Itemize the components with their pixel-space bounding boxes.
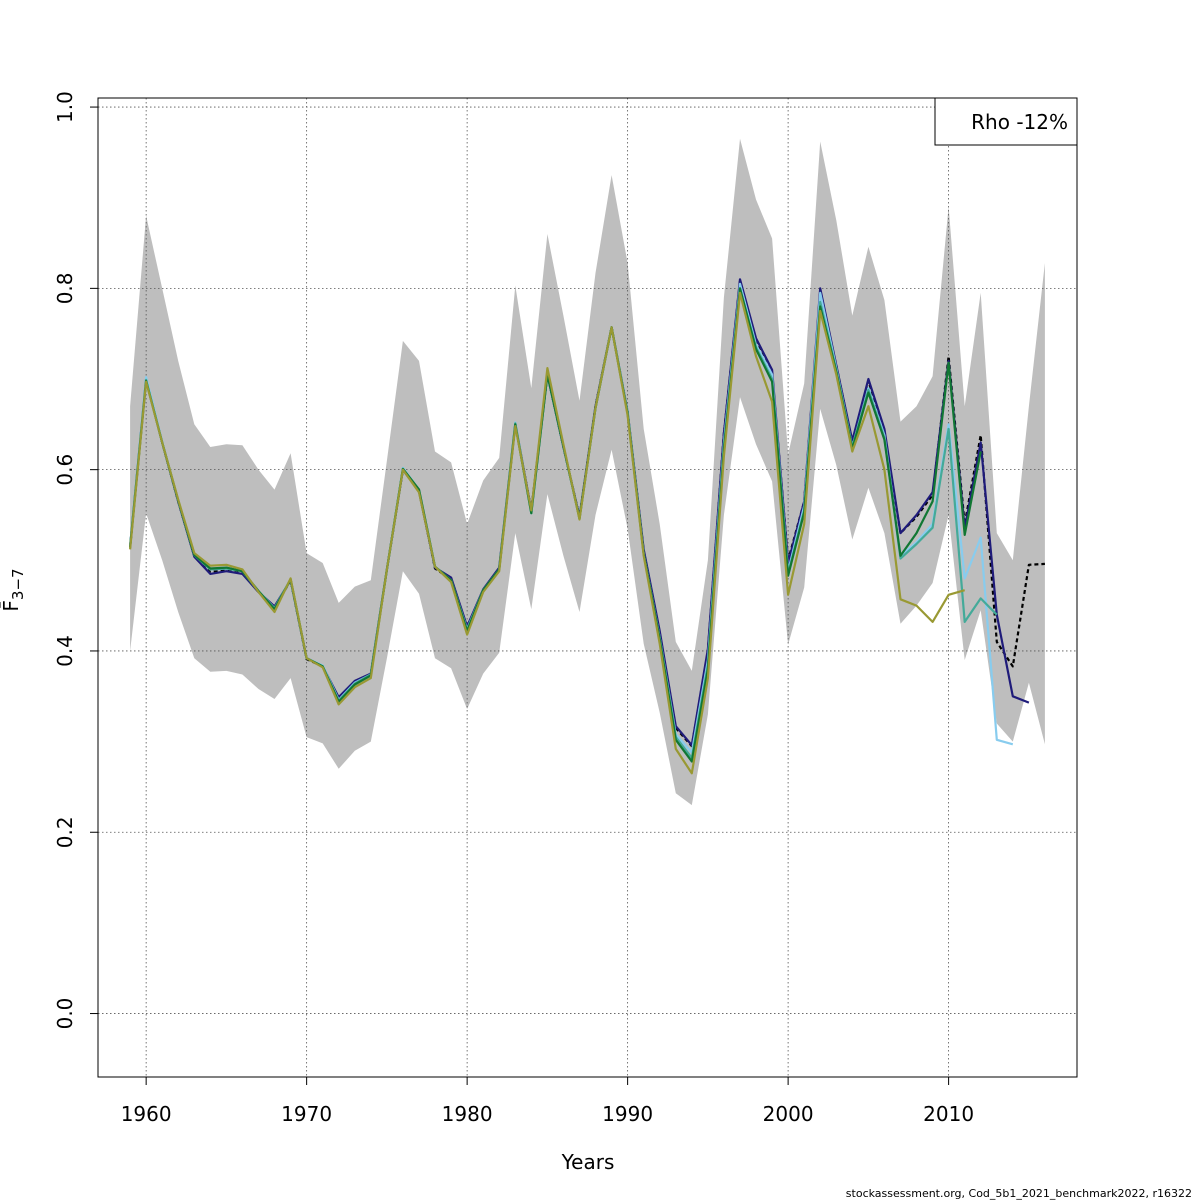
x-tick-label: 2000 [763, 1102, 814, 1126]
x-tick-label: 2010 [923, 1102, 974, 1126]
confidence-band [130, 138, 1045, 806]
y-tick-label: 0.8 [53, 272, 77, 304]
y-axis-title-group: F̄3−7 [0, 568, 27, 611]
axis-layer: 1960 1970 1980 1990 2000 2010 0.0 0.2 0.4 0.6 0.8 1… [53, 91, 974, 1126]
footer-credit: stockassessment.org, Cod_5b1_2021_benchm… [846, 1187, 1192, 1200]
y-axis-title: F̄3−7 [0, 568, 27, 611]
y-tick-label: 0.4 [53, 635, 77, 667]
y-tick-label: 1.0 [53, 91, 77, 123]
y-axis-title-main: F̄ [0, 600, 23, 612]
legend-text: Rho -12% [971, 110, 1068, 134]
legend-box: Rho -12% [934, 97, 1078, 146]
series-line [129, 291, 966, 775]
x-tick-label: 1980 [442, 1102, 493, 1126]
x-tick-label: 1970 [281, 1102, 332, 1126]
x-axis-title: Years [561, 1150, 615, 1174]
x-tick-label: 1960 [121, 1102, 172, 1126]
legend-frame [934, 97, 1078, 146]
series-layer [129, 278, 1045, 775]
x-tick-label: 1990 [602, 1102, 653, 1126]
y-tick-label: 0.2 [53, 816, 77, 848]
confidence-band-layer [130, 138, 1045, 806]
y-tick-label: 0.6 [53, 454, 77, 486]
y-axis-title-subscript: 3−7 [9, 568, 27, 600]
y-tick-label: 0.0 [53, 998, 77, 1030]
